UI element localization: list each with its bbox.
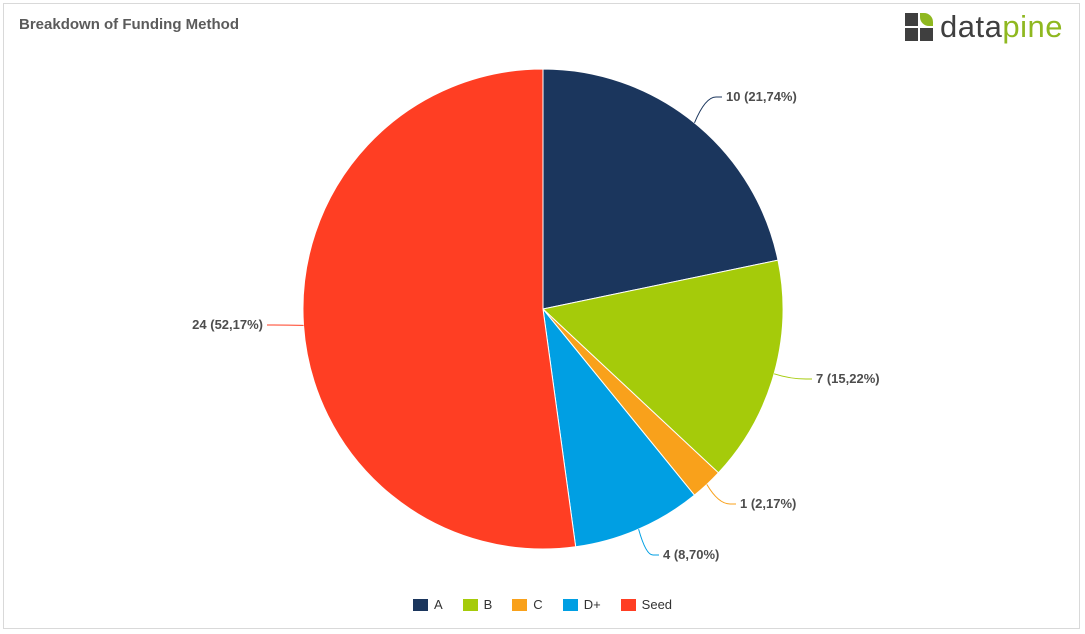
chart-title: Breakdown of Funding Method xyxy=(19,16,239,33)
legend-label: C xyxy=(533,597,543,612)
legend-item[interactable]: B xyxy=(462,597,493,612)
legend-label: B xyxy=(483,597,493,612)
data-label: 24 (52,17%) xyxy=(192,317,263,332)
pie-slice-a[interactable] xyxy=(542,68,779,310)
legend-swatch xyxy=(562,598,578,611)
data-label: 7 (15,22%) xyxy=(816,371,880,386)
legend-item[interactable]: A xyxy=(412,597,443,612)
label-connector xyxy=(638,528,659,556)
logo-text-pine: pine xyxy=(1002,9,1063,44)
legend-item[interactable]: D+ xyxy=(562,597,601,612)
data-label: 1 (2,17%) xyxy=(740,496,796,511)
legend-swatch xyxy=(512,598,528,611)
data-label: 4 (8,70%) xyxy=(663,547,719,562)
label-connector xyxy=(773,373,812,380)
legend-swatch xyxy=(620,598,636,611)
pie-slice-d[interactable] xyxy=(542,307,696,548)
logo-mark-icon xyxy=(905,13,933,41)
legend-label: A xyxy=(433,597,443,612)
legend-swatch xyxy=(412,598,428,611)
datapine-logo: datapine xyxy=(905,9,1063,44)
legend-item[interactable]: C xyxy=(512,597,543,612)
legend-swatch xyxy=(462,598,478,611)
chart-legend: A B C D+ Seed xyxy=(0,597,1085,612)
logo-text-data: data xyxy=(940,9,1003,44)
data-label: 10 (21,74%) xyxy=(726,89,797,104)
legend-label: Seed xyxy=(641,597,673,612)
pie-slice-b[interactable] xyxy=(541,259,784,474)
label-connector xyxy=(694,96,722,123)
pie-slice-seed[interactable] xyxy=(302,68,577,550)
legend-label: D+ xyxy=(583,597,601,612)
label-connector xyxy=(706,484,736,505)
logo-wordmark: datapine xyxy=(940,9,1063,44)
legend-item[interactable]: Seed xyxy=(620,597,673,612)
